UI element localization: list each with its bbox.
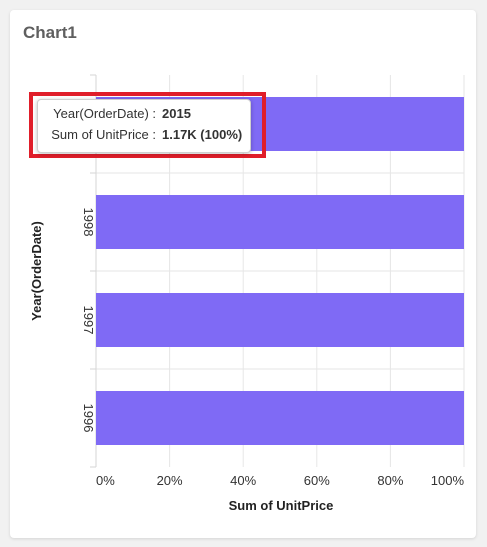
y-tick-label: 1998 bbox=[81, 208, 96, 237]
x-tick-label: 100% bbox=[431, 473, 465, 488]
tooltip-year-value: 2015 bbox=[162, 106, 191, 121]
tooltip-highlight-box bbox=[29, 92, 266, 158]
tooltip-year-label: Year(OrderDate) : bbox=[53, 106, 156, 121]
y-tick-label: 1997 bbox=[81, 306, 96, 335]
tooltip-row-year: Year(OrderDate) : 2015 bbox=[38, 105, 250, 123]
x-axis-title: Sum of UnitPrice bbox=[229, 498, 334, 513]
y-tick-label: 1996 bbox=[81, 404, 96, 433]
x-tick-label: 20% bbox=[157, 473, 183, 488]
x-tick-label: 80% bbox=[377, 473, 403, 488]
tooltip-sum-value: 1.17K (100%) bbox=[162, 127, 243, 142]
tooltip-row-sum: Sum of UnitPrice : 1.17K (100%) bbox=[38, 126, 250, 144]
x-tick-label: 0% bbox=[96, 473, 115, 488]
x-tick-label: 60% bbox=[304, 473, 330, 488]
bar-1998 bbox=[96, 195, 464, 249]
bar-1997 bbox=[96, 293, 464, 347]
chart-tooltip: Year(OrderDate) : 2015 Sum of UnitPrice … bbox=[37, 99, 251, 153]
x-tick-label: 40% bbox=[230, 473, 256, 488]
tooltip-sum-label: Sum of UnitPrice : bbox=[51, 127, 156, 142]
y-axis-title: Year(OrderDate) bbox=[29, 221, 44, 321]
bar-1996 bbox=[96, 391, 464, 445]
card-title: Chart1 bbox=[23, 23, 77, 42]
